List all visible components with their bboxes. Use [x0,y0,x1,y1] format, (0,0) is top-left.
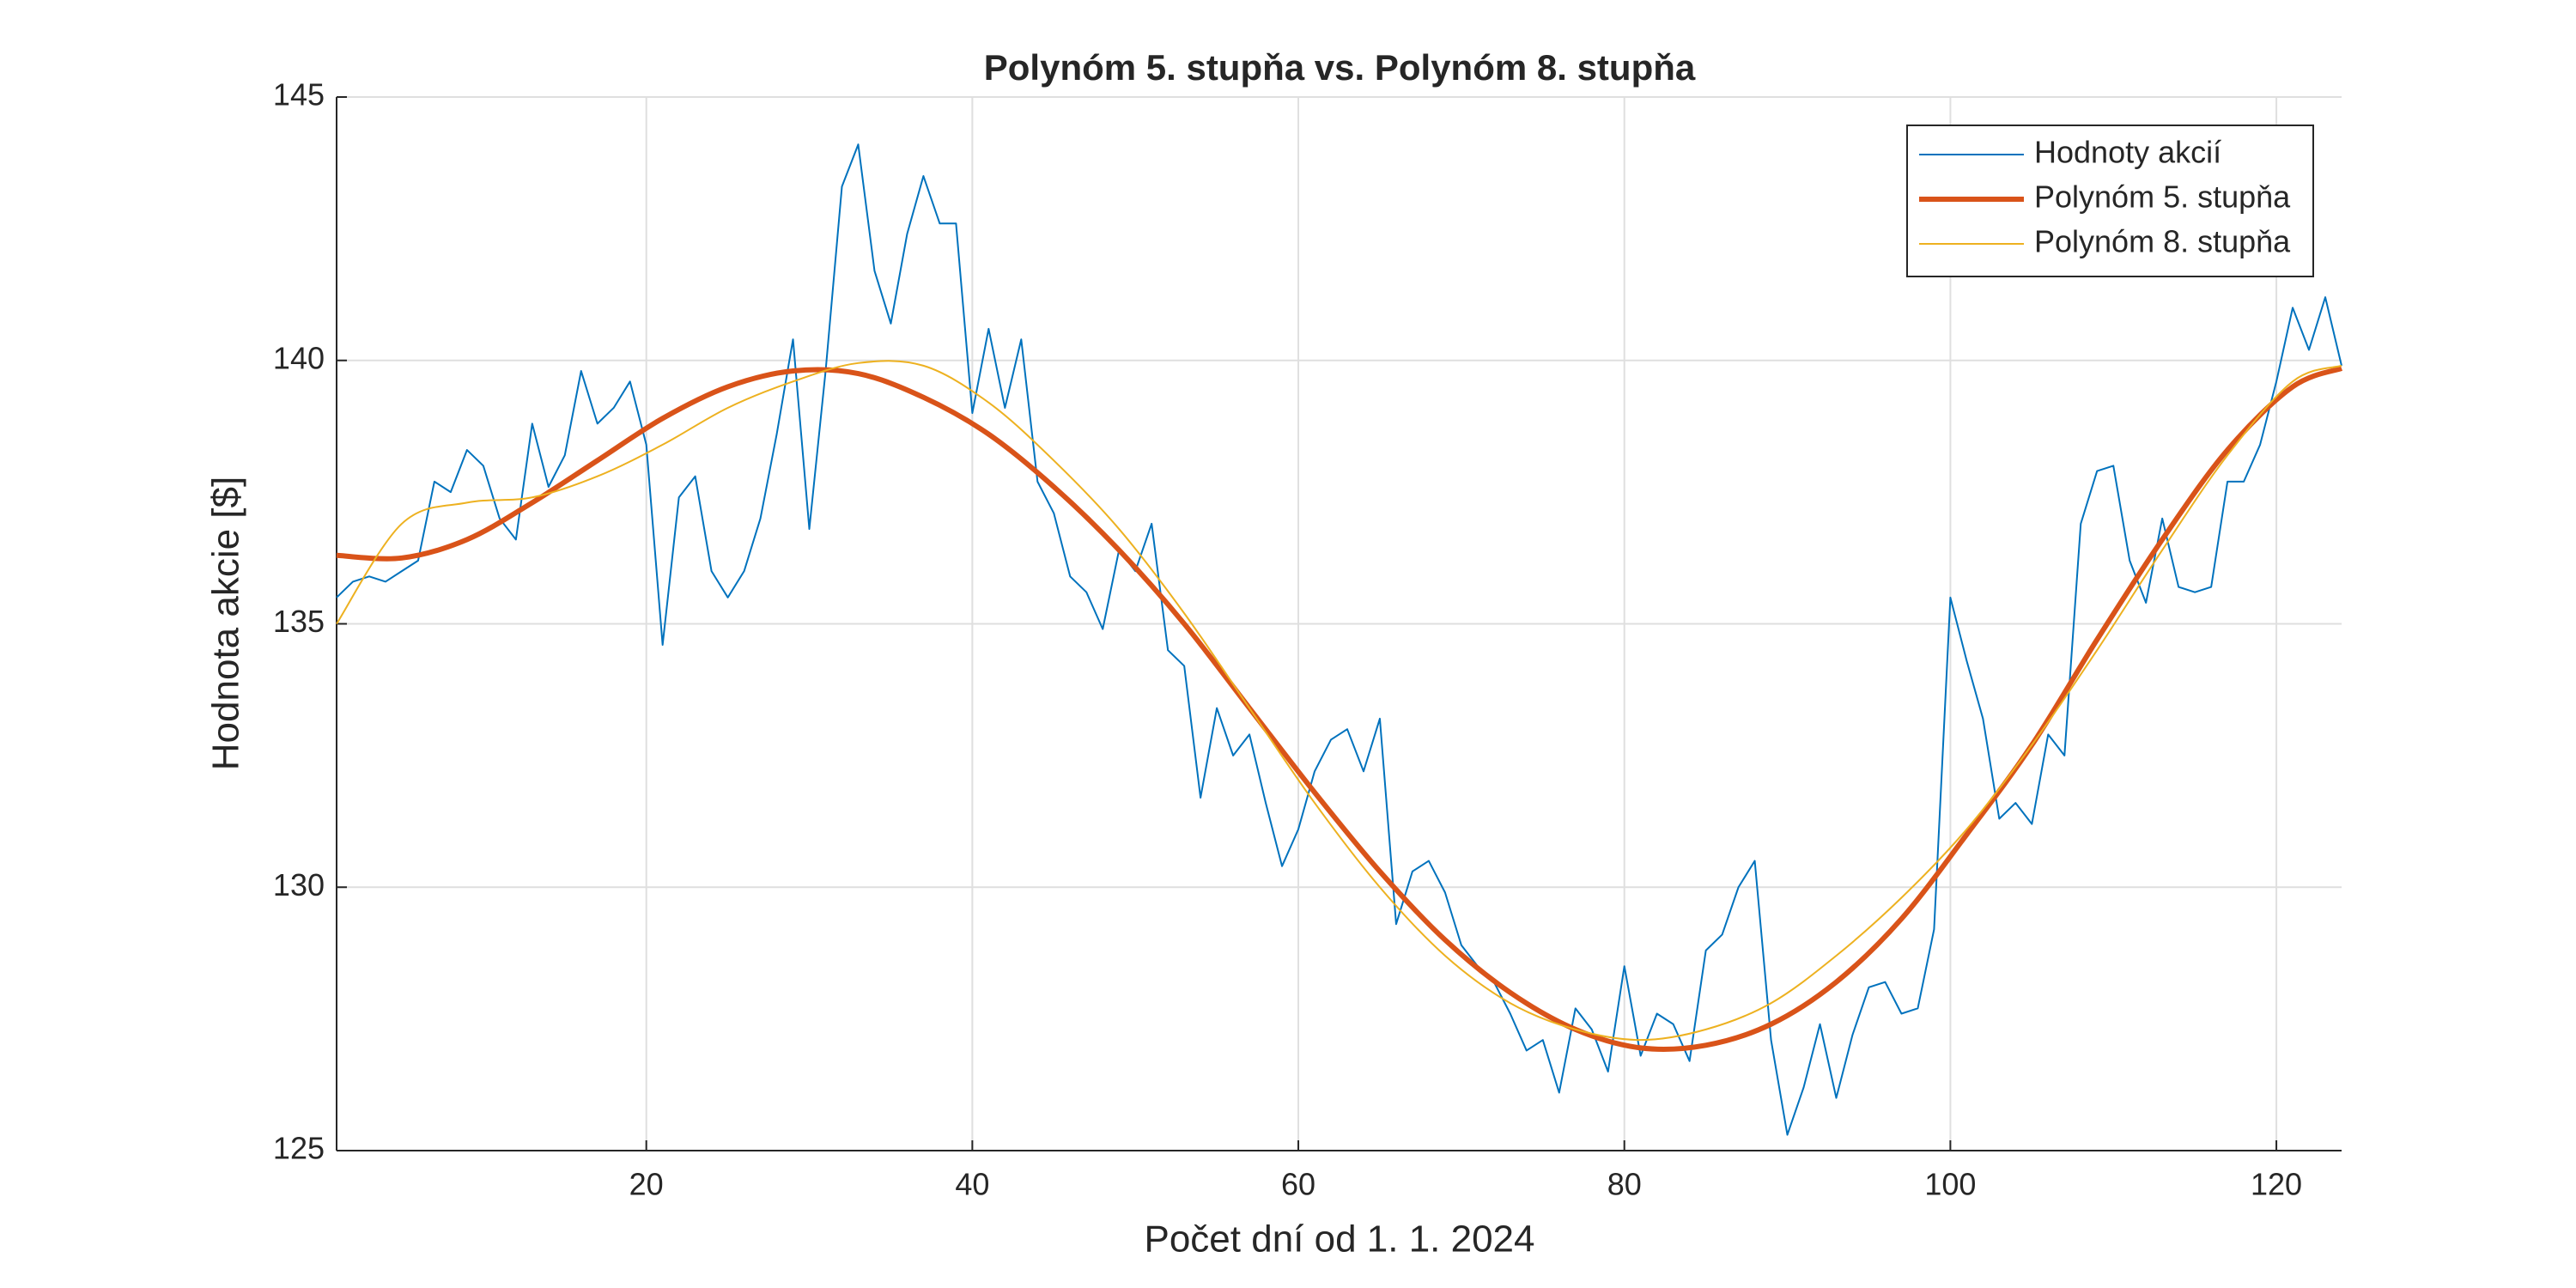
x-tick-label: 40 [955,1167,989,1202]
y-tick-label: 130 [273,867,325,902]
chart-title: Polynóm 5. stupňa vs. Polynóm 8. stupňa [984,47,1696,88]
y-tick-label: 135 [273,604,325,639]
x-tick-label: 120 [2251,1167,2302,1202]
x-tick-label: 60 [1281,1167,1315,1202]
x-tick-label: 20 [629,1167,664,1202]
y-axis-label: Hodnota akcie [$] [205,477,247,770]
x-axis-label: Počet dní od 1. 1. 2024 [1144,1218,1534,1261]
legend-label: Polynóm 8. stupňa [2034,224,2291,259]
legend-label: Polynóm 5. stupňa [2034,179,2291,215]
y-tick-label: 125 [273,1131,325,1166]
series-line [336,360,2342,1042]
x-tick-label: 100 [1924,1167,1976,1202]
x-tick-label: 80 [1607,1167,1642,1202]
legend-label: Hodnoty akcií [2034,135,2221,170]
y-tick-label: 145 [273,77,325,112]
y-tick-label: 140 [273,340,325,375]
series-line [336,143,2342,1136]
